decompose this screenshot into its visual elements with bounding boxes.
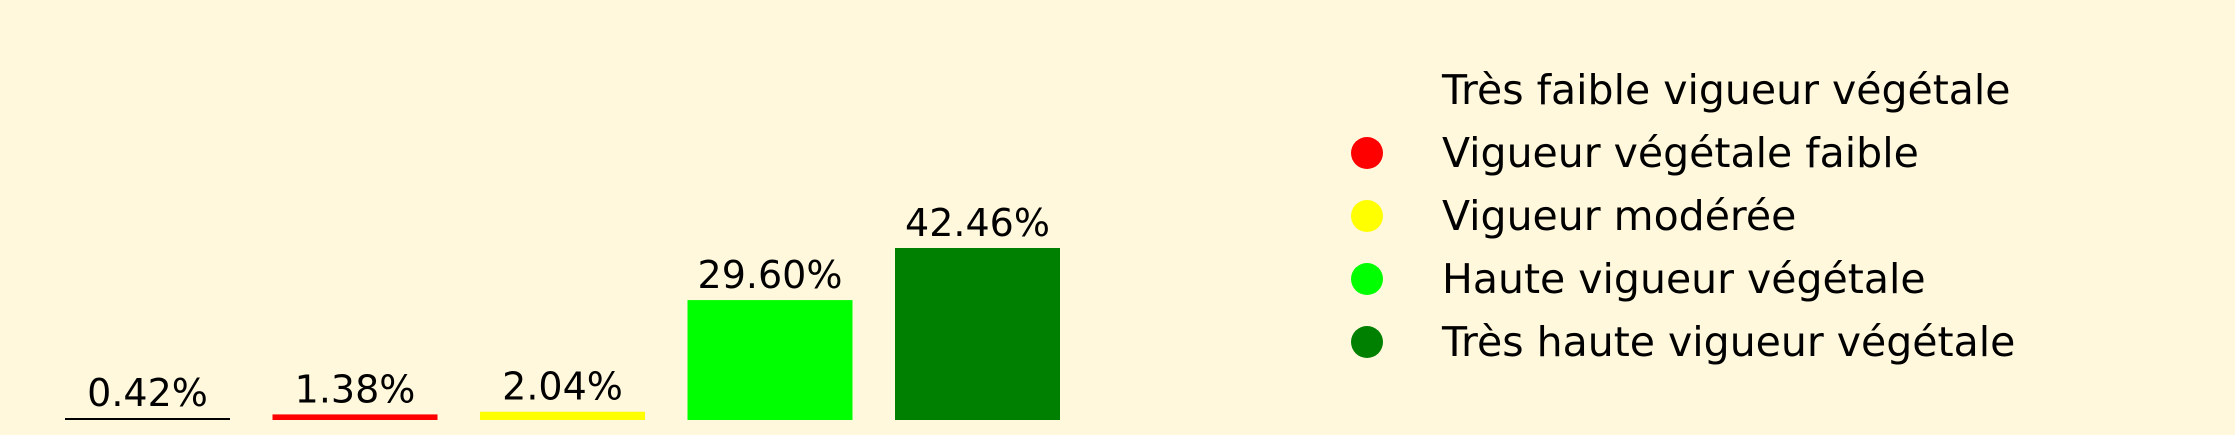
legend-marker-2 <box>1351 137 1383 169</box>
legend-label-1: Très faible vigueur végétale <box>1441 66 2011 114</box>
bar-value-label-1: 0.42% <box>87 371 208 415</box>
legend-label-3: Vigueur modérée <box>1442 192 1796 240</box>
bar-value-label-4: 29.60% <box>698 253 843 297</box>
legend-marker-5 <box>1351 326 1383 358</box>
legend-marker-3 <box>1351 200 1383 232</box>
bar-3 <box>480 411 645 420</box>
legend-marker-4 <box>1351 263 1383 295</box>
bar-4 <box>687 300 853 420</box>
bar-value-label-2: 1.38% <box>295 367 416 411</box>
bars-group: 0.42% 1.38% 2.04% 29.60% 42.46% <box>65 201 1060 420</box>
legend-label-2: Vigueur végétale faible <box>1442 129 1919 177</box>
legend-label-5: Très haute vigueur végétale <box>1441 318 2015 366</box>
bar-1 <box>65 418 230 420</box>
legend: Très faible vigueur végétale Vigueur végé… <box>1351 66 2015 366</box>
legend-label-4: Haute vigueur végétale <box>1442 255 1926 303</box>
bar-5 <box>895 248 1060 420</box>
bar-2 <box>272 414 438 420</box>
bar-value-label-5: 42.46% <box>905 201 1050 245</box>
legend-marker-1 <box>1351 74 1383 106</box>
bar-value-label-3: 2.04% <box>502 365 623 409</box>
